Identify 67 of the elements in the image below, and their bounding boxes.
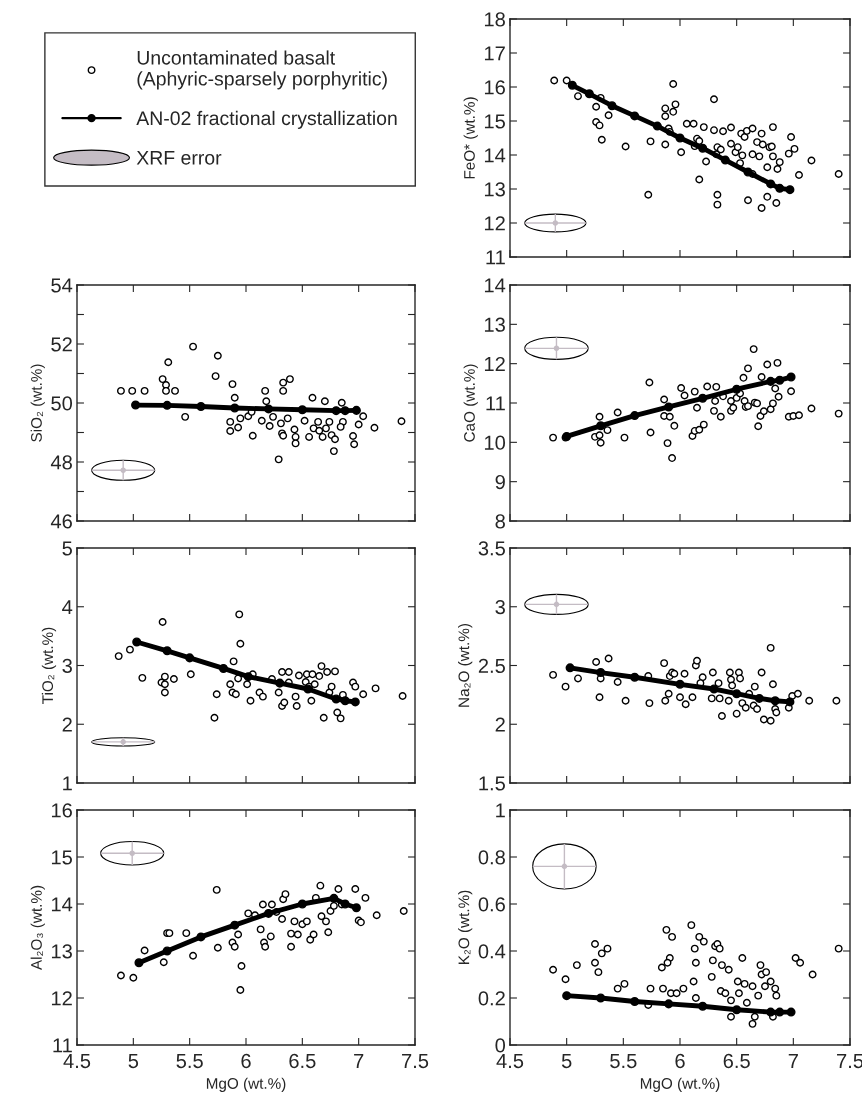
- x-tick-label: 7: [354, 1054, 364, 1068]
- y-tick-label: 48: [50, 455, 72, 470]
- y-tick-label: 12: [51, 991, 72, 1006]
- y-tick-label: 1.5: [479, 776, 505, 791]
- x-tick-label: 6: [241, 1053, 251, 1069]
- x-tick-label: 7.5: [402, 1054, 429, 1069]
- x-tick-label: 5: [128, 1054, 139, 1069]
- y-tick-label: 16: [51, 803, 72, 818]
- legend-label: XRF error: [136, 151, 222, 165]
- y-tick-label: 12: [484, 216, 505, 231]
- y-tick-label: 17: [484, 46, 505, 61]
- y-tick-label: 4: [62, 600, 73, 615]
- y-tick-label: 12: [484, 356, 505, 371]
- x-tick-label: 7: [788, 1054, 798, 1068]
- x-tick-label: 5.5: [176, 1054, 203, 1069]
- y-tick-label: 2: [62, 717, 72, 732]
- y-tick-label: 2: [495, 717, 505, 732]
- y-tick-label: 54: [51, 278, 73, 293]
- y-tick-label: 1: [496, 803, 505, 818]
- y-axis-title: Na₂O (wt.%): [458, 624, 473, 707]
- x-tick-label: 6.5: [289, 1053, 316, 1069]
- y-axis-title: FeO* (wt.%): [463, 97, 478, 179]
- y-tick-label: 0.4: [478, 944, 506, 959]
- x-tick-label: 4.5: [496, 1054, 524, 1069]
- y-tick-label: 11: [486, 250, 505, 265]
- y-axis-title: Al₂O₃ (wt.%): [30, 885, 45, 971]
- y-tick-label: 0.8: [478, 850, 505, 865]
- x-tick-label: 6.5: [723, 1053, 750, 1069]
- y-axis-title: SiO₂ (wt.%): [30, 364, 45, 442]
- y-axis-title: CaO (wt.%): [463, 364, 478, 442]
- y-tick-label: 18: [484, 12, 505, 27]
- y-tick-label: 16: [484, 80, 505, 95]
- y-tick-label: 5: [62, 541, 72, 556]
- y-tick-label: 15: [51, 850, 72, 865]
- x-tick-label: 5: [561, 1054, 572, 1069]
- legend-label: AN-02 fractional crystallization: [136, 110, 397, 129]
- y-tick-label: 0: [495, 1038, 506, 1053]
- y-tick-label: 14: [484, 148, 506, 163]
- y-tick-label: 46: [50, 514, 72, 529]
- y-tick-label: 10: [484, 435, 506, 450]
- y-tick-label: 52: [51, 337, 72, 352]
- y-tick-label: 3: [62, 658, 72, 673]
- y-tick-label: 13: [484, 317, 505, 332]
- y-tick-label: 11: [53, 1038, 72, 1053]
- y-tick-label: 2.5: [478, 658, 505, 673]
- y-tick-label: 9: [495, 474, 505, 490]
- y-axis-title: K₂O (wt.%): [458, 890, 473, 965]
- y-tick-label: 50: [51, 396, 73, 411]
- y-tick-label: 3.5: [478, 541, 505, 556]
- y-axis-title: TiO₂ (wt.%): [41, 627, 57, 704]
- y-tick-label: 13: [51, 944, 72, 959]
- x-tick-label: 5.5: [610, 1054, 637, 1069]
- y-tick-label: 1: [63, 776, 72, 791]
- x-axis-title: MgO (wt.%): [640, 1077, 720, 1092]
- y-tick-label: 15: [484, 114, 505, 129]
- y-tick-label: 14: [51, 897, 73, 912]
- y-tick-label: 11: [486, 396, 505, 411]
- y-tick-label: 13: [484, 182, 505, 197]
- y-tick-label: 3: [495, 599, 505, 615]
- x-tick-label: 4.5: [63, 1054, 91, 1069]
- legend-label: Uncontaminated basalt (Aphyric-sparsely porphyritic): [137, 50, 387, 90]
- y-tick-label: 8: [495, 514, 505, 529]
- y-tick-label: 0.6: [478, 897, 505, 912]
- x-tick-label: 6: [675, 1053, 685, 1069]
- y-tick-label: 0.2: [478, 991, 505, 1006]
- x-axis-title: MgO (wt.%): [206, 1077, 286, 1092]
- y-tick-label: 14: [484, 278, 506, 293]
